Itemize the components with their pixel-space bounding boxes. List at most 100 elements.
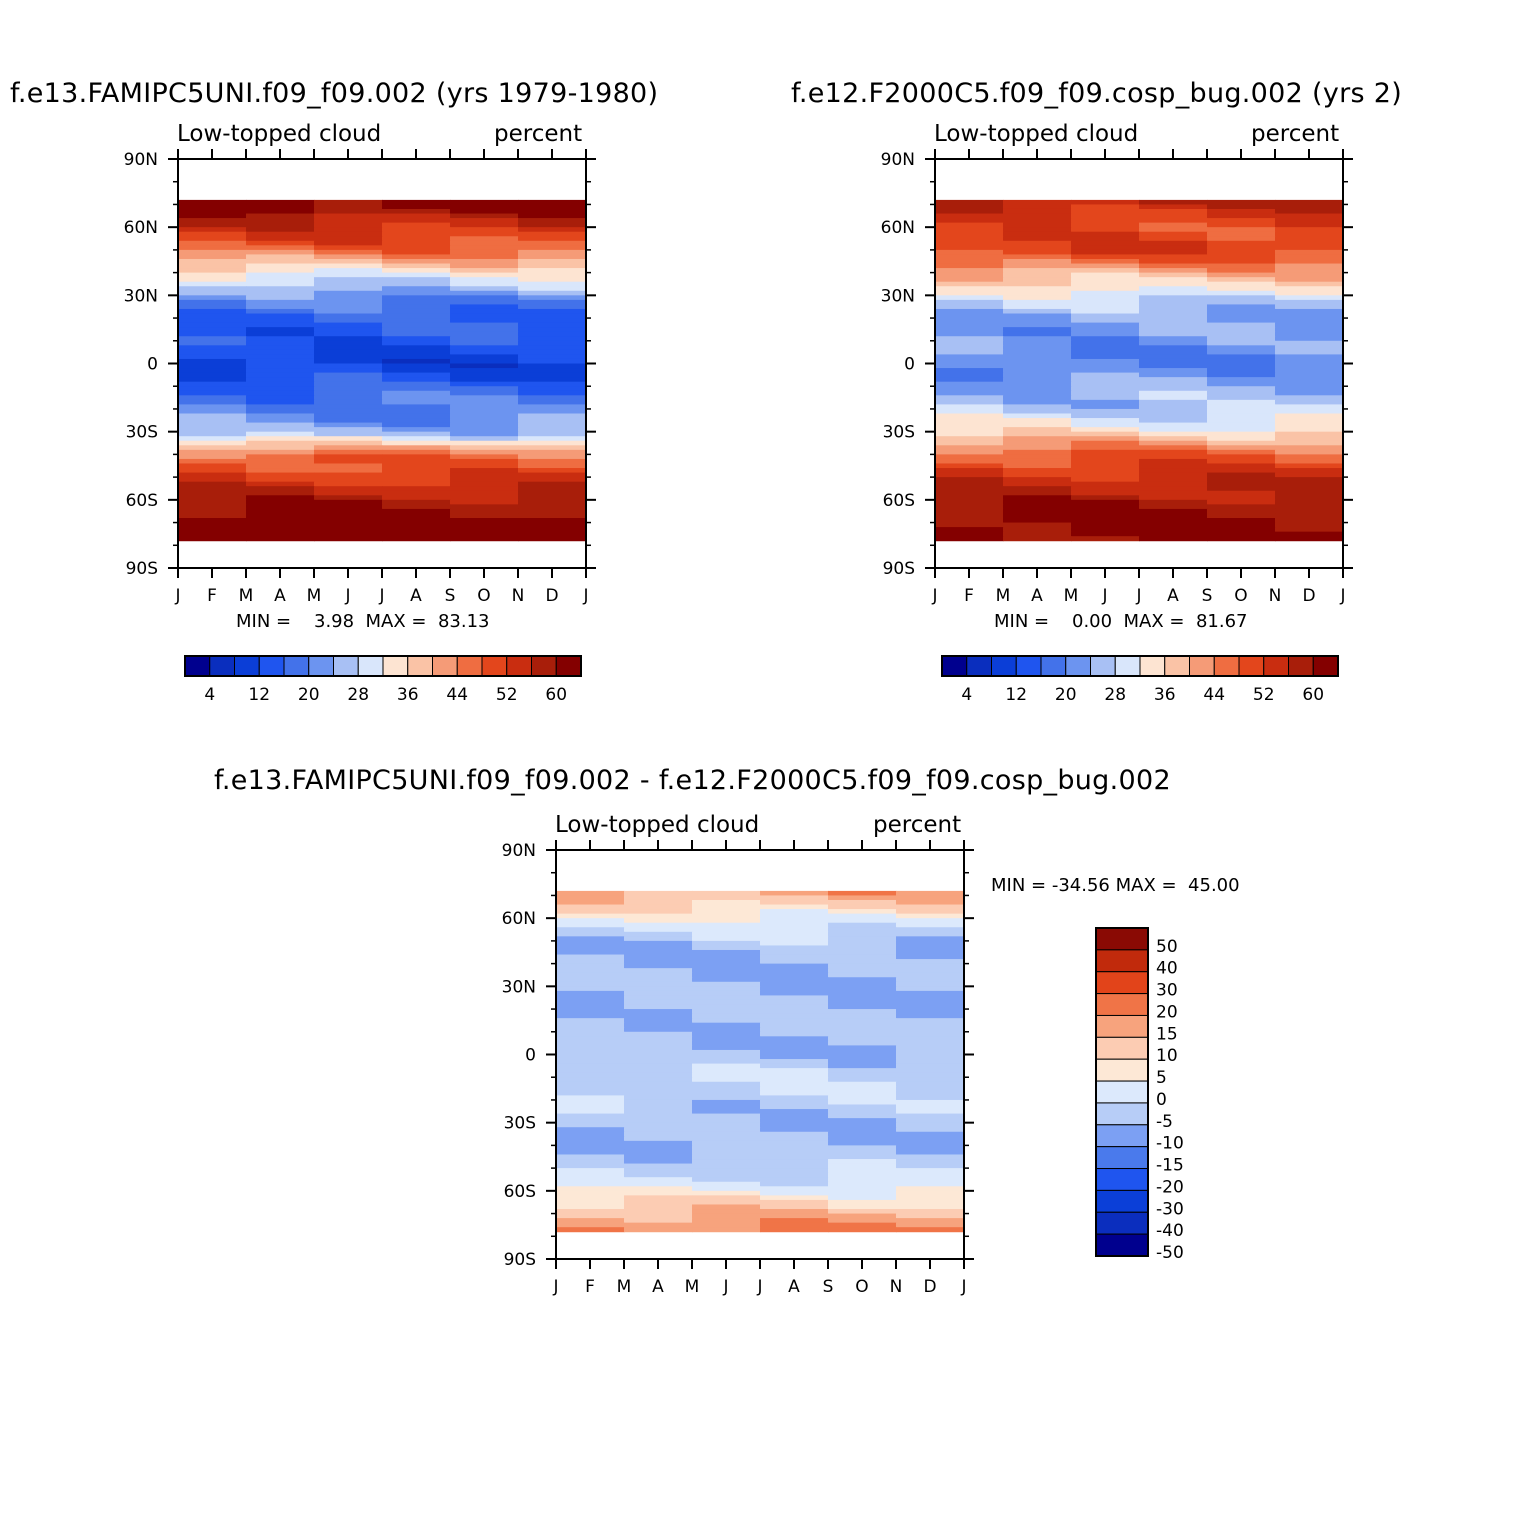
- colorbar-box: [407, 655, 433, 677]
- contour-cell: [828, 936, 897, 942]
- contour-cell: [1275, 199, 1344, 205]
- contour-cell: [935, 208, 1004, 215]
- contour-cell: [935, 227, 1004, 233]
- contour-cell: [314, 463, 383, 469]
- contour-cell: [450, 404, 519, 410]
- contour-cell: [556, 986, 625, 992]
- contour-cell: [1139, 386, 1208, 392]
- contour-cell: [518, 458, 587, 464]
- contour-cell: [1207, 331, 1276, 337]
- panel-b-colorbar: 4 12 20 28 36 44 52 60: [941, 655, 1339, 705]
- contour-cell: [1003, 454, 1072, 460]
- contour-cell: [760, 1140, 829, 1146]
- contour-cell: [382, 249, 451, 255]
- contour-cell: [935, 268, 1004, 274]
- contour-cell: [246, 249, 315, 255]
- contour-cell: [935, 331, 1004, 337]
- contour-cell: [314, 368, 383, 374]
- contour-cell: [382, 199, 451, 205]
- contour-cell: [314, 199, 383, 205]
- y-tick-label: 0: [525, 1046, 536, 1066]
- contour-cell: [935, 477, 1004, 483]
- contour-cell: [760, 927, 829, 933]
- contour-cell: [935, 508, 1004, 514]
- contour-cell: [1207, 345, 1276, 351]
- contour-cell: [450, 418, 519, 424]
- contour-cell: [828, 999, 897, 1006]
- contour-cell: [1139, 281, 1208, 287]
- contour-cell: [692, 1209, 761, 1215]
- contour-cell: [896, 1127, 965, 1133]
- contour-cell: [624, 922, 693, 928]
- contour-cell: [1207, 304, 1276, 310]
- contour-cell: [450, 481, 519, 487]
- contour-cell: [935, 504, 1004, 510]
- contour-cell: [896, 1018, 965, 1024]
- contour-cell: [556, 1199, 625, 1205]
- contour-cell: [556, 1149, 625, 1155]
- contour-cell: [935, 313, 1004, 319]
- contour-cell: [1139, 290, 1208, 296]
- x-tick-label: A: [1167, 586, 1179, 606]
- contour-cell: [760, 981, 829, 987]
- contour-cell: [382, 368, 451, 374]
- contour-cell: [828, 913, 897, 919]
- contour-cell: [624, 972, 693, 978]
- contour-cell: [382, 349, 451, 355]
- colorbar-box: [283, 655, 310, 677]
- contour-cell: [556, 1031, 625, 1037]
- contour-cell: [935, 486, 1004, 492]
- contour-cell: [450, 358, 519, 364]
- contour-cell: [556, 1136, 625, 1142]
- contour-cell: [556, 1095, 625, 1101]
- y-tick-label: 60S: [504, 1182, 536, 1202]
- contour-cell: [692, 1168, 761, 1174]
- contour-cell: [1275, 227, 1344, 233]
- contour-cell: [1207, 281, 1276, 287]
- colorbar-label: -30: [1156, 1199, 1184, 1219]
- contour-cell: [624, 1095, 693, 1101]
- x-tick-label: J: [1135, 586, 1141, 606]
- contour-cell: [1139, 513, 1208, 519]
- contour-cell: [518, 308, 587, 315]
- contour-cell: [1275, 390, 1344, 396]
- x-tick-label: A: [410, 586, 422, 606]
- contour-cell: [246, 218, 315, 224]
- contour-cell: [760, 999, 829, 1006]
- contour-cell: [624, 954, 693, 960]
- contour-cell: [935, 222, 1004, 228]
- contour-cell: [760, 1131, 829, 1137]
- contour-cell: [1207, 463, 1276, 469]
- contour-cell: [828, 1118, 897, 1124]
- contour-cell: [692, 963, 761, 969]
- x-tick-label: J: [378, 586, 384, 606]
- x-tick-label: M: [1064, 586, 1079, 606]
- contour-cell: [692, 1054, 761, 1060]
- contour-cell: [382, 377, 451, 383]
- contour-cell: [896, 1090, 965, 1096]
- colorbar-box: [506, 655, 532, 677]
- contour-cell: [518, 254, 587, 260]
- contour-cell: [450, 436, 519, 442]
- contour-cell: [1071, 286, 1140, 292]
- contour-cell: [1275, 504, 1344, 510]
- contour-cell: [314, 381, 383, 387]
- contour-cell: [896, 918, 965, 924]
- contour-cell: [1071, 327, 1140, 333]
- x-tick-label: M: [307, 586, 322, 606]
- contour-cell: [556, 940, 625, 946]
- contour-cell: [246, 308, 315, 315]
- contour-cell: [935, 240, 1004, 246]
- contour-cell: [246, 318, 315, 324]
- contour-cell: [1071, 377, 1140, 383]
- contour-cell: [450, 449, 519, 455]
- contour-cell: [556, 995, 625, 1001]
- contour-cell: [1003, 504, 1072, 510]
- contour-cell: [624, 1136, 693, 1142]
- contour-cell: [1139, 345, 1208, 351]
- contour-cell: [1275, 263, 1344, 269]
- contour-cell: [624, 909, 693, 915]
- y-tick-label: 60N: [881, 218, 915, 238]
- colorbar-box: [1263, 655, 1289, 677]
- contour-cell: [1071, 445, 1140, 451]
